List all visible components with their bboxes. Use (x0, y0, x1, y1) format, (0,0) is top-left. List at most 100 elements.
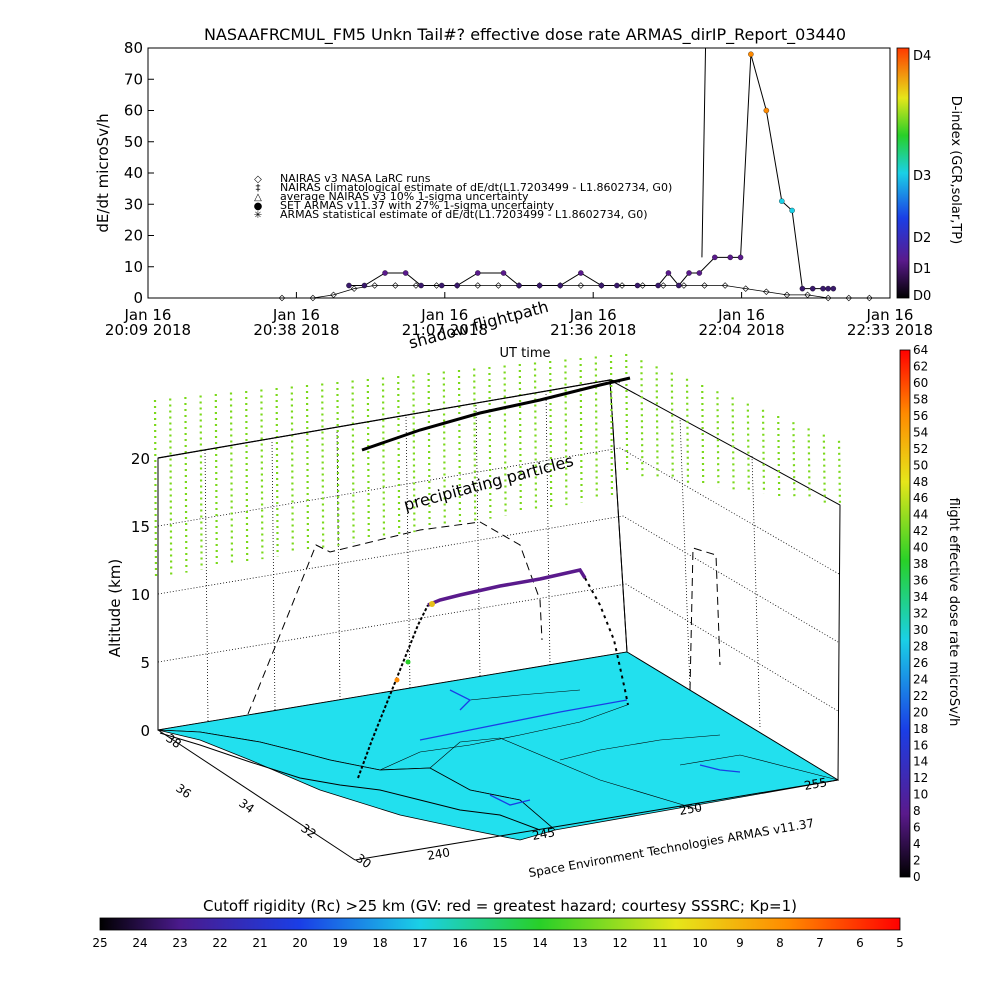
precip-column (397, 375, 401, 535)
top-y-tick-label: 30 (124, 195, 143, 213)
precip-column (169, 398, 173, 576)
armas-point (402, 270, 409, 276)
nairas-point (763, 288, 770, 296)
d-index-colorbar (896, 47, 910, 299)
precip-column (594, 356, 598, 500)
d-index-tick-label: D2 (913, 231, 931, 246)
d-index-tick-label: D4 (913, 49, 931, 64)
precip-column (685, 378, 690, 483)
dose-rate-tick-label: 36 (913, 574, 928, 588)
armas-spike-line (701, 47, 707, 258)
armas-point (809, 285, 816, 292)
armas-point (557, 282, 563, 289)
precip-column (731, 397, 735, 490)
precip-column (655, 366, 659, 479)
armas-point (763, 107, 770, 114)
legend-entry: ARMAS statistical estimate of dE/dt(L1.7… (280, 208, 647, 221)
dose-rate-tick-label: 62 (913, 359, 928, 373)
dose-rate-tick-label: 26 (913, 656, 928, 670)
top-x-tick-time: 20:38 2018 (253, 321, 339, 339)
longitude-tick-label: 250 (678, 800, 703, 818)
altitude-grid (157, 391, 840, 728)
cruise-leg (427, 568, 587, 607)
precip-column (503, 365, 507, 516)
precip-column (412, 374, 416, 533)
nairas-point (824, 294, 832, 302)
armas-point (418, 282, 424, 289)
rc-ticks: 25 24 23 22 21 20 19 18 17 16 15 14 13 12 11 10 9 8 7 6 5 (92, 936, 903, 950)
dose-rate-tick-label: 14 (913, 755, 928, 769)
rc-tick-label: 21 (252, 936, 267, 950)
latitude-tick-label: 36 (173, 781, 194, 801)
precip-column (321, 383, 325, 549)
longitude-tick-label: 245 (531, 825, 556, 843)
precip-column (488, 366, 492, 519)
dose-rate-tick-label: 16 (913, 738, 928, 752)
top-y-tick-label: 50 (124, 133, 143, 151)
latitude-tick-label: 30 (353, 851, 374, 871)
precip-column (761, 409, 766, 494)
dose-rate-colorbar (899, 349, 911, 878)
rc-tick-label: 7 (816, 936, 824, 950)
precip-column (290, 386, 294, 554)
rc-tick-label: 9 (736, 936, 744, 950)
precip-column (245, 390, 249, 562)
legend-entry: average NAIRAS v3 10% 1-sigma uncertaint… (280, 190, 529, 203)
altitude-ticks: 0 5 10 15 20 (131, 450, 150, 740)
dose-rate-tick-label: 56 (913, 409, 928, 423)
armas-point (665, 270, 672, 276)
armas-point (346, 282, 352, 289)
altitude-tick-label: 10 (131, 586, 150, 604)
precip-column (366, 378, 370, 541)
rc-tick-label: 11 (652, 936, 667, 950)
legend-symbol: ◇ (254, 174, 262, 185)
precip-column (777, 415, 781, 497)
shadow-flightpath-thick (361, 376, 631, 452)
dose-rate-tick-label: 64 (913, 343, 928, 357)
top-y-tick-label: 70 (124, 70, 143, 88)
dose-rate-tick-label: 4 (913, 837, 921, 851)
legend-entry: SET ARMAS v11.37 with 27% 1-sigma uncert… (280, 199, 554, 212)
flight-hot-point (394, 677, 400, 683)
nairas-point (804, 291, 811, 299)
nairas-point (474, 282, 482, 289)
precip-column (518, 363, 522, 514)
rc-colorbar (99, 917, 901, 931)
flight-hot-point (405, 659, 411, 665)
legend-entry: NAIRAS v3 NASA LaRC runs (280, 172, 431, 185)
legend-symbol: ● (254, 201, 263, 212)
dose-rate-tick-label: 12 (913, 771, 928, 785)
precip-column (609, 354, 614, 498)
rc-tick-label: 25 (92, 936, 107, 950)
nairas-point (412, 282, 420, 289)
d-index-tick-label: D3 (913, 169, 931, 184)
precip-column (837, 440, 842, 505)
nairas-point (680, 282, 688, 289)
precip-column (625, 353, 629, 475)
dose-rate-tick-label: 54 (913, 425, 928, 439)
dose-rate-tick-label: 28 (913, 639, 928, 653)
dose-rate-tick-label: 8 (913, 804, 921, 818)
armas-point (675, 282, 682, 289)
precip-column (564, 359, 568, 506)
rc-tick-label: 15 (492, 936, 507, 950)
armas-point (686, 270, 692, 276)
rc-tick-label: 20 (292, 936, 307, 950)
rc-tick-label: 13 (572, 936, 587, 950)
precip-column (822, 434, 826, 503)
legend-symbol: ‡ (256, 183, 261, 194)
latitude-tick-label: 34 (236, 796, 257, 816)
rc-tick-label: 18 (372, 936, 387, 950)
top-x-tick-time: 20:09 2018 (105, 321, 191, 339)
nairas-point (309, 294, 317, 302)
precip-column (670, 372, 674, 481)
rc-tick-label: 24 (132, 936, 147, 950)
precip-column (716, 391, 720, 488)
armas-point (516, 282, 522, 289)
armas-point (438, 282, 445, 289)
top-x-tick-time: 21:36 2018 (550, 321, 636, 339)
armas-point (382, 270, 388, 276)
armas-point (614, 282, 620, 289)
rc-tick-label: 6 (856, 936, 864, 950)
